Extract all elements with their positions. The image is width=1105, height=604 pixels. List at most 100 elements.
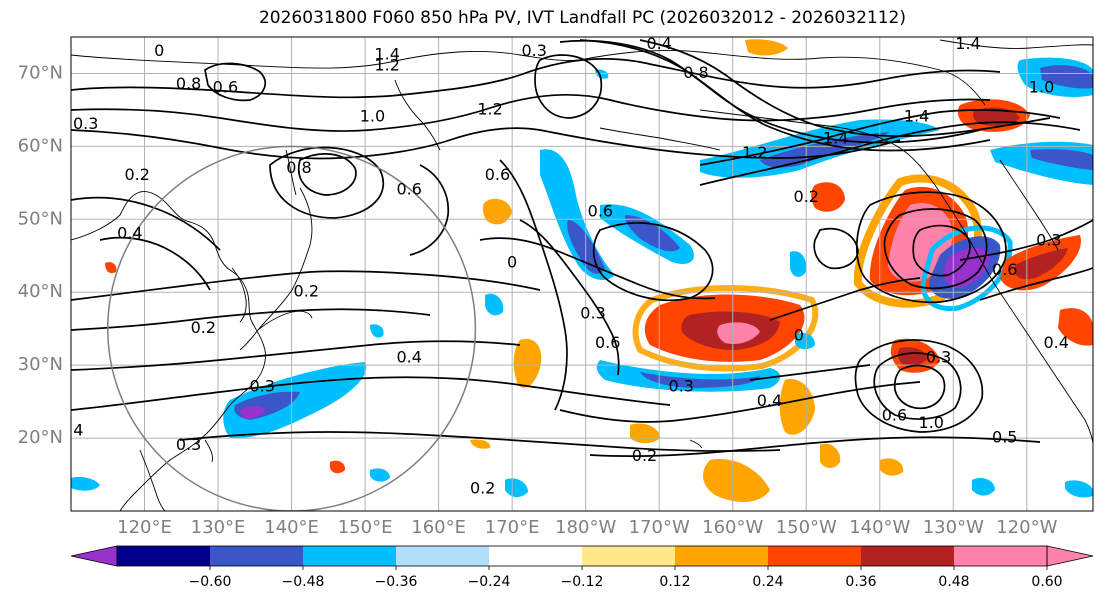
negative-anomaly-region: [485, 293, 504, 316]
pv-contours: [71, 39, 1093, 458]
contour-label: 0.3: [926, 347, 951, 366]
pv-contour: [479, 237, 716, 300]
colorbar-tick-label: 0.36: [845, 574, 876, 590]
negative-anomaly-region: [1030, 149, 1093, 170]
colorbar-segment: [675, 546, 769, 566]
pv-contour: [873, 352, 962, 420]
colorbar-tick-label: 0.12: [659, 574, 690, 590]
map-title: 2026031800 F060 850 hPa PV, IVT Landfall…: [258, 8, 906, 28]
pv-contour: [297, 153, 357, 196]
pv-contour: [71, 58, 1001, 99]
negative-anomaly-region: [505, 478, 528, 498]
negative-anomaly-region: [624, 215, 680, 252]
pv-contour: [71, 196, 221, 251]
colorbar-tick-label: −0.48: [282, 574, 325, 590]
contour-label: 0.4: [646, 34, 671, 53]
negative-anomaly-region: [540, 149, 615, 280]
contour-label: 1.0: [360, 107, 385, 126]
positive-anomaly-region: [1058, 308, 1093, 346]
negative-anomaly-region: [795, 333, 815, 350]
longitude-tick-label: 120°W: [996, 517, 1057, 538]
colorbar-tick-label: 0.24: [752, 574, 783, 590]
longitude-tick-label: 140°E: [264, 517, 319, 538]
contour-label: 0.6: [992, 260, 1017, 279]
positive-anomaly-region: [820, 443, 841, 468]
contour-label: 0.4: [396, 347, 421, 366]
pv-contour: [749, 364, 871, 381]
positive-anomaly-region: [513, 338, 542, 388]
negative-anomaly-rim: [920, 225, 1013, 312]
contour-label: 0.4: [117, 223, 142, 242]
pv-contour: [579, 39, 991, 152]
contour-labels: 1.41.21.21.00.60.800.30.20.40.80.60.60.3…: [73, 34, 1069, 498]
colorbar-segment: [582, 546, 676, 566]
negative-anomaly-region: [240, 406, 266, 419]
colorbar-segment: [210, 546, 304, 566]
ivt-shading-layer: [71, 39, 1093, 502]
contour-label: 0.3: [580, 304, 605, 323]
contour-label: 1.2: [742, 143, 767, 162]
longitude-tick-label: 180°W: [555, 517, 616, 538]
pv-contour: [592, 222, 714, 302]
colorbar-segment: [396, 546, 490, 566]
pv-contour: [519, 219, 620, 376]
coastline-siberia: [71, 50, 581, 69]
pv-contour: [71, 340, 521, 371]
pv-contour: [813, 227, 859, 270]
pv-contour: [71, 308, 431, 331]
negative-anomaly-region: [370, 468, 390, 482]
contour-label: 0.4: [757, 391, 782, 410]
positive-anomaly-region: [880, 458, 904, 476]
pv-contour: [979, 267, 1093, 301]
contour-label: 1.4: [374, 45, 399, 64]
negative-anomaly-region: [972, 478, 995, 496]
coastline-na-west: [934, 184, 1093, 446]
contour-label: 0.6: [485, 165, 510, 184]
pv-contour: [699, 121, 1081, 186]
coastline-canada-north: [939, 39, 1093, 49]
latitude-tick-label: 60°N: [18, 135, 63, 156]
contour-label: 0.5: [992, 428, 1017, 447]
colorbar-tick-label: 0.48: [938, 574, 969, 590]
pv-contour: [639, 39, 1051, 137]
positive-anomaly-region: [470, 439, 491, 449]
contour-label: 0.2: [294, 282, 319, 301]
coastline-kamchatka: [394, 79, 441, 151]
pv-contour: [559, 381, 921, 423]
longitude-tick-label: 160°E: [411, 517, 466, 538]
latitude-tick-label: 50°N: [18, 208, 63, 229]
colorbar-tick-label: −0.24: [468, 574, 511, 590]
pv-contour: [893, 364, 946, 410]
contour-label: 0.2: [794, 187, 819, 206]
longitude-tick-label: 120°E: [117, 517, 172, 538]
coastline-sakhalin: [285, 149, 297, 196]
coastline-alaska: [579, 49, 986, 106]
longitude-tick-label: 170°W: [629, 517, 690, 538]
longitude-tick-label: 140°W: [849, 517, 910, 538]
pv-contour: [699, 109, 1061, 166]
positive-anomaly-region: [482, 198, 512, 225]
contour-label: 0.2: [191, 318, 216, 337]
contour-label: 0.3: [176, 435, 201, 454]
longitude-tick-label: 130°E: [191, 517, 246, 538]
positive-anomaly-region: [779, 379, 815, 435]
coastline-hawaii: [689, 439, 703, 449]
contour-label: 0.8: [176, 74, 201, 93]
contour-label: 1.4: [955, 34, 980, 53]
contour-label: 0.8: [683, 63, 708, 82]
longitude-tick-label: 150°E: [338, 517, 393, 538]
negative-anomaly-region: [370, 324, 384, 338]
negative-anomaly-region: [944, 247, 990, 288]
coastline-japan-south: [257, 310, 313, 331]
coastline-philippines: [139, 449, 166, 511]
contour-label: 1.4: [904, 107, 929, 126]
coastline-korea: [231, 267, 247, 323]
negative-anomaly-region: [640, 372, 760, 388]
contour-label: 0.6: [595, 333, 620, 352]
contour-label: 0.3: [669, 377, 694, 396]
positive-anomaly-region: [811, 182, 845, 212]
contour-label: 0.3: [1036, 231, 1061, 250]
contour-label: 0: [507, 253, 517, 272]
negative-anomaly-region: [790, 251, 807, 277]
